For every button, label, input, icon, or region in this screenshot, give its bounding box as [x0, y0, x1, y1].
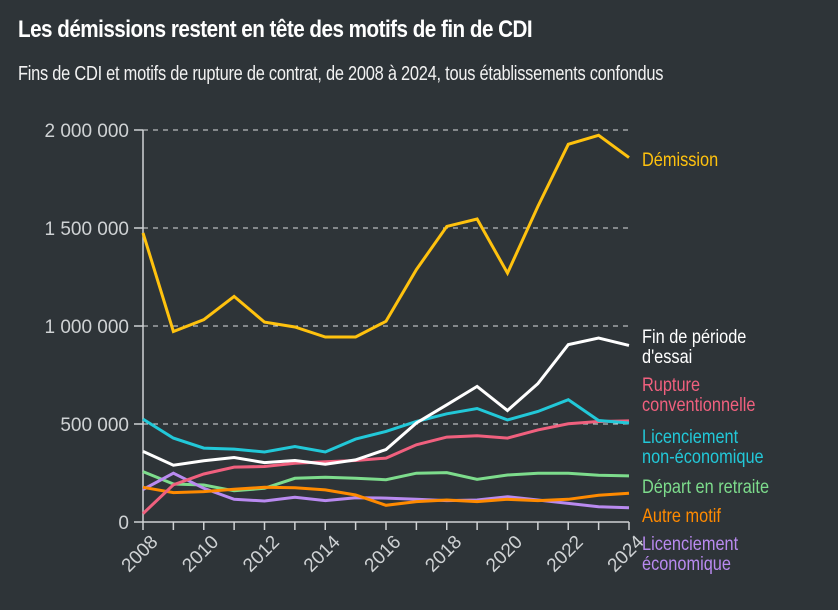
series-label-line: Fin de période [642, 326, 747, 347]
x-tick-label: 2016 [361, 532, 406, 577]
series-label-d-mission: Démission [642, 149, 718, 170]
x-tick-label: 2022 [543, 532, 588, 577]
series-label-line: économique [642, 553, 731, 574]
series-label-line: d'essai [642, 346, 692, 367]
chart-title: Les démissions restent en tête des motif… [18, 16, 533, 43]
axes: 0 500 000 1 000 000 1 500 000 2 000 000 2008 2… [44, 121, 648, 577]
y-tick-label: 500 000 [60, 415, 129, 436]
chart-subtitle: Fins de CDI et motifs de rupture de cont… [18, 63, 664, 85]
series-label-line: Licenciement [642, 426, 738, 447]
series-line-rupture-conventionnelle [141, 419, 630, 515]
series-line-d-mission [141, 133, 630, 339]
x-tick-label: 2018 [421, 532, 466, 577]
series-label-line: Licenciement [642, 533, 738, 554]
series-label-line: non-économique [642, 446, 764, 467]
series-label-line: Autre motif [642, 505, 721, 526]
series-label-d-part-en-retraite: Départ en retraite [642, 476, 769, 497]
y-tick-label: 1 500 000 [44, 219, 129, 240]
gridlines [143, 129, 629, 425]
series-line-fin-de-p-riode-d-essai [142, 336, 630, 467]
series-lines [141, 133, 630, 515]
series-label-autre-motif: Autre motif [642, 505, 721, 526]
series-label-line: Rupture [642, 374, 700, 395]
x-tick-label: 2012 [239, 532, 284, 577]
x-tick-label: 2010 [178, 532, 223, 577]
y-tick-label: 0 [118, 513, 129, 534]
series-label-line: conventionnelle [642, 394, 756, 415]
y-tick-label: 2 000 000 [44, 121, 129, 142]
x-tick-label: 2008 [118, 532, 163, 577]
series-label-line: Démission [642, 149, 718, 170]
y-tick-label: 1 000 000 [44, 317, 129, 338]
series-line-licenciement-non-conomique [142, 398, 630, 454]
x-tick-label: 2020 [482, 532, 527, 577]
x-tick-label: 2014 [300, 531, 345, 576]
series-line-d-part-en-retraite [142, 470, 630, 493]
series-label-line: Départ en retraite [642, 476, 769, 497]
series-line-autre-motif [142, 485, 630, 507]
